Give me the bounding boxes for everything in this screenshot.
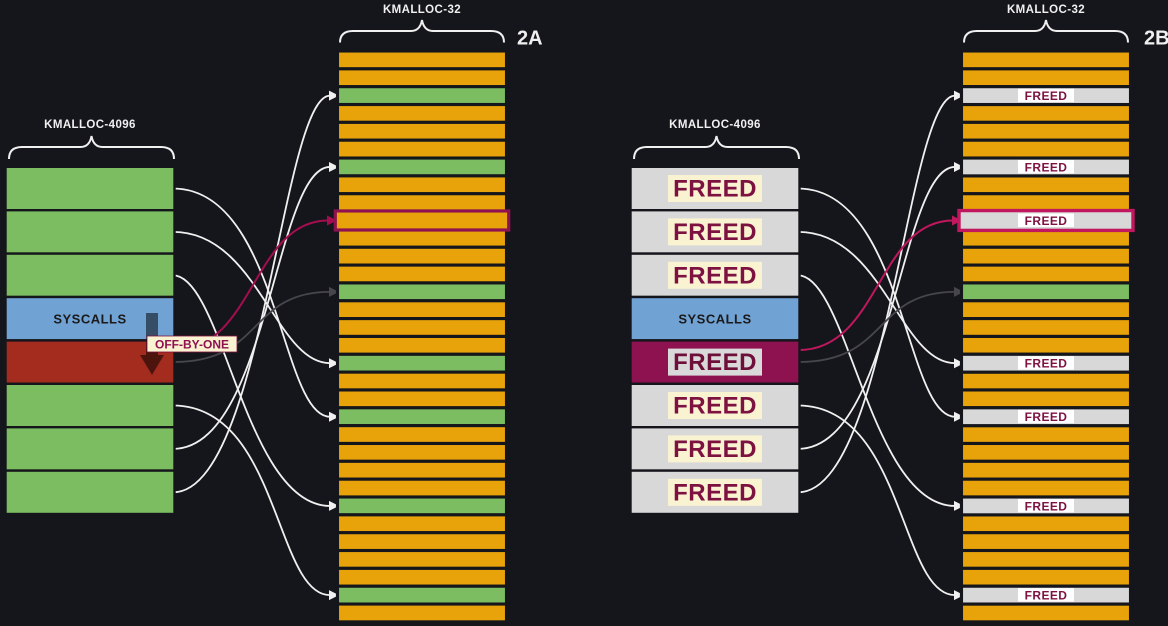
svg-text:FREED: FREED [673,393,757,420]
svg-text:SYSCALLS: SYSCALLS [678,312,751,327]
svg-text:FREED: FREED [673,262,757,289]
svg-text:FREED: FREED [1025,589,1068,603]
svg-text:2B: 2B [1144,28,1168,50]
svg-text:FREED: FREED [673,436,757,463]
svg-text:FREED: FREED [673,349,757,376]
svg-text:2A: 2A [517,28,543,50]
svg-text:FREED: FREED [1025,160,1068,174]
svg-text:KMALLOC-32: KMALLOC-32 [383,4,461,16]
svg-text:KMALLOC-32: KMALLOC-32 [1007,4,1085,16]
svg-text:FREED: FREED [1025,499,1068,513]
svg-text:FREED: FREED [1025,410,1068,424]
svg-text:KMALLOC-4096: KMALLOC-4096 [669,119,761,131]
svg-text:FREED: FREED [1025,89,1068,103]
svg-text:FREED: FREED [673,479,757,506]
svg-text:FREED: FREED [673,219,757,246]
svg-text:FREED: FREED [1025,357,1068,371]
svg-text:KMALLOC-4096: KMALLOC-4096 [44,119,136,131]
svg-text:OFF-BY-ONE: OFF-BY-ONE [155,338,229,352]
svg-text:FREED: FREED [673,176,757,203]
svg-text:SYSCALLS: SYSCALLS [53,312,126,327]
svg-text:FREED: FREED [1025,214,1068,228]
